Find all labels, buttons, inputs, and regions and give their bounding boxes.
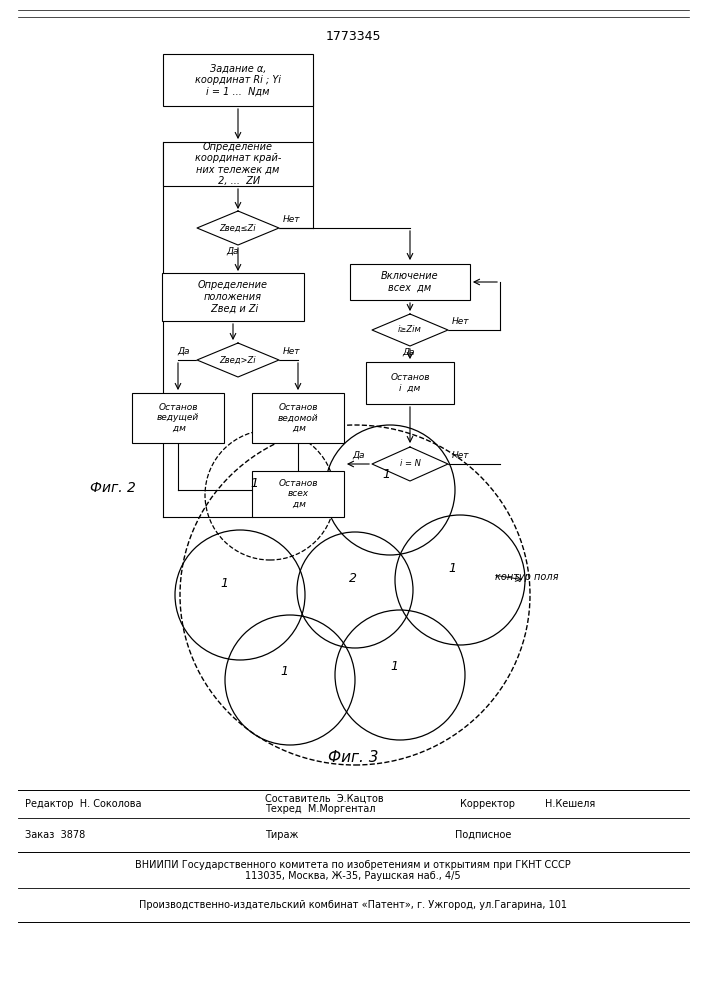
FancyBboxPatch shape	[132, 393, 224, 443]
Text: Останов
i  дм: Останов i дм	[390, 373, 430, 393]
Text: Фиг. 3: Фиг. 3	[328, 750, 378, 765]
Text: 113035, Москва, Ж-35, Раушская наб., 4/5: 113035, Москва, Ж-35, Раушская наб., 4/5	[245, 871, 461, 881]
Text: Нет: Нет	[283, 347, 300, 356]
Text: Заказ  3878: Заказ 3878	[25, 830, 86, 840]
Text: Останов
всех
 дм: Останов всех дм	[279, 479, 317, 509]
FancyBboxPatch shape	[163, 54, 313, 106]
Text: Да: Да	[177, 347, 189, 356]
Text: Составитель  Э.Кацтов: Составитель Э.Кацтов	[265, 794, 384, 804]
Text: Нет: Нет	[452, 317, 469, 326]
Text: i≥Ziм: i≥Ziм	[398, 326, 422, 334]
Text: Останов
ведомой
 дм: Останов ведомой дм	[278, 403, 318, 433]
FancyBboxPatch shape	[350, 264, 470, 300]
Text: контур поля: контур поля	[495, 572, 559, 582]
Polygon shape	[372, 447, 448, 481]
Text: Фиг. 2: Фиг. 2	[90, 481, 136, 495]
Text: 1: 1	[220, 577, 228, 590]
Text: 1: 1	[448, 562, 456, 575]
Text: i = N: i = N	[399, 460, 421, 468]
Text: 1: 1	[390, 660, 398, 673]
Text: Корректор: Корректор	[460, 799, 515, 809]
Text: 2: 2	[349, 572, 357, 585]
Text: 1: 1	[280, 665, 288, 678]
FancyBboxPatch shape	[163, 142, 313, 186]
FancyBboxPatch shape	[162, 273, 304, 321]
Text: Да: Да	[352, 451, 365, 460]
Text: 1: 1	[382, 468, 390, 481]
Text: Нет: Нет	[283, 215, 300, 224]
Text: Да: Да	[402, 348, 414, 357]
Text: Да: Да	[226, 247, 238, 256]
Text: Zвед≤Zi: Zвед≤Zi	[220, 224, 257, 232]
FancyBboxPatch shape	[366, 362, 454, 404]
Text: Тираж: Тираж	[265, 830, 298, 840]
Text: 1773345: 1773345	[325, 30, 381, 43]
FancyBboxPatch shape	[252, 471, 344, 517]
Text: Zвед>Zi: Zвед>Zi	[220, 356, 257, 364]
Text: Включение
всех  дм: Включение всех дм	[381, 271, 439, 293]
Text: 1: 1	[250, 477, 258, 490]
Text: Редактор  Н. Соколова: Редактор Н. Соколова	[25, 799, 141, 809]
FancyBboxPatch shape	[252, 393, 344, 443]
Text: Нет: Нет	[452, 451, 469, 460]
Text: Определение
координат край-
них тележек дм
 2, ...  ZИ: Определение координат край- них тележек …	[195, 142, 281, 186]
Text: Производственно-издательский комбинат «Патент», г. Ужгород, ул.Гагарина, 101: Производственно-издательский комбинат «П…	[139, 900, 567, 910]
Text: ВНИИПИ Государственного комитета по изобретениям и открытиям при ГКНТ СССР: ВНИИПИ Государственного комитета по изоб…	[135, 860, 571, 870]
Text: Подписное: Подписное	[455, 830, 511, 840]
Text: Определение
положения
 Zвед и Zi: Определение положения Zвед и Zi	[198, 280, 268, 314]
Text: Н.Кешеля: Н.Кешеля	[545, 799, 595, 809]
Text: Техред  М.Моргентал: Техред М.Моргентал	[265, 804, 375, 814]
Polygon shape	[197, 343, 279, 377]
Text: Задание α,
координат Ri ; Yi
i = 1 ...  Nдм: Задание α, координат Ri ; Yi i = 1 ... N…	[195, 63, 281, 97]
Text: Останов
ведущей
 дм: Останов ведущей дм	[157, 403, 199, 433]
Polygon shape	[372, 314, 448, 346]
Polygon shape	[197, 211, 279, 245]
